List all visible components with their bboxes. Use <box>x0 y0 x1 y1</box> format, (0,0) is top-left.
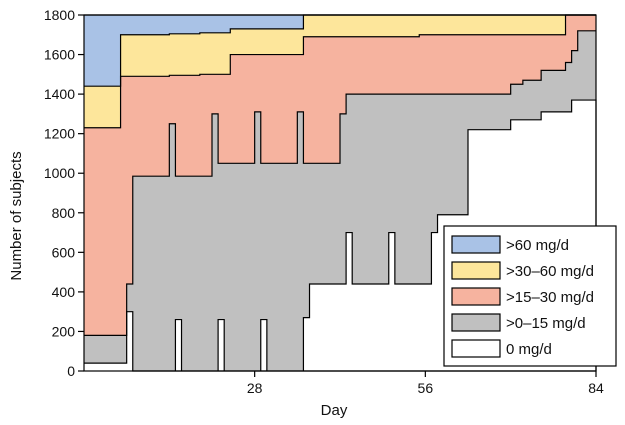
y-tick-label: 800 <box>52 205 76 221</box>
legend-swatch <box>451 339 501 358</box>
zero-dose-notch-0 <box>174 318 183 371</box>
legend-swatch <box>451 287 501 306</box>
x-tick-label: 56 <box>418 380 434 396</box>
legend: >60 mg/d >30–60 mg/d >15–30 mg/d >0–15 mg/d… <box>443 225 617 367</box>
y-axis-title: Number of subjects <box>8 151 25 280</box>
y-axis: 0 200 400 600 800 1000 1200 1400 1600 1800 <box>44 7 84 379</box>
legend-swatch <box>451 261 501 280</box>
y-tick-label: 400 <box>52 284 76 300</box>
legend-label: 0 mg/d <box>506 341 552 358</box>
y-tick-label: 1800 <box>44 7 75 23</box>
y-tick-label: 1600 <box>44 47 75 63</box>
zero-dose-notch-1 <box>217 318 225 371</box>
x-axis-title: Day <box>321 402 348 419</box>
y-tick-label: 600 <box>52 244 76 260</box>
x-tick-label: 84 <box>588 380 604 396</box>
zero-dose-notch-2 <box>260 318 268 371</box>
legend-label: >60 mg/d <box>506 237 569 254</box>
legend-label: >0–15 mg/d <box>506 315 586 332</box>
boundary-2 <box>84 14 596 129</box>
y-tick-label: 1000 <box>44 165 75 181</box>
x-axis: 28 56 84 <box>247 371 604 396</box>
y-tick-label: 0 <box>67 363 75 379</box>
legend-label: >30–60 mg/d <box>506 263 594 280</box>
y-tick-label: 200 <box>52 323 76 339</box>
legend-label: >15–30 mg/d <box>506 289 594 306</box>
legend-swatch <box>451 235 501 254</box>
plot-frame <box>83 14 597 372</box>
x-tick-label: 28 <box>247 380 263 396</box>
y-tick-label: 1200 <box>44 126 75 142</box>
boundary-1 <box>84 30 596 336</box>
boundary-3 <box>84 14 596 87</box>
y-tick-label: 1400 <box>44 86 75 102</box>
legend-swatch <box>451 313 501 332</box>
